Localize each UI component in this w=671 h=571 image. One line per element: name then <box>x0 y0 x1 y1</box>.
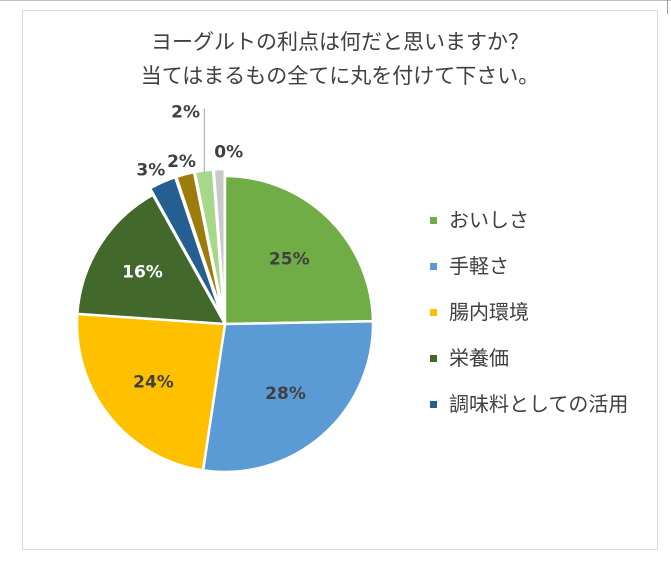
window-top-border <box>0 0 671 1</box>
legend-item-tegarusa: 手軽さ <box>430 251 650 281</box>
data-label-choumiryou: 3% <box>136 161 165 181</box>
legend-label: おいしさ <box>449 208 529 232</box>
pie-slice-slice-8[interactable] <box>212 167 226 318</box>
pie-slice-chounaikankyou[interactable] <box>75 312 227 472</box>
data-label-chounaikankyou: 24% <box>133 372 174 392</box>
legend-swatch <box>430 263 437 270</box>
legend-swatch <box>430 355 437 362</box>
legend-item-oishisa: おいしさ <box>430 205 650 235</box>
pie-slice-tegarusa[interactable] <box>201 319 375 474</box>
data-label-oishisa: 25% <box>269 250 310 270</box>
data-label-tegarusa: 28% <box>265 384 306 404</box>
legend-item-eiyouka: 栄養価 <box>430 343 650 373</box>
legend-label: 調味料としての活用 <box>449 392 629 416</box>
data-label-eiyouka: 16% <box>122 263 163 283</box>
data-label-slice-8: 0% <box>214 142 243 162</box>
legend-swatch <box>430 217 437 224</box>
data-label-slice-6: 2% <box>167 152 196 172</box>
legend-label: 手軽さ <box>449 254 509 278</box>
legend-label: 栄養価 <box>449 346 509 370</box>
pie-slice-oishisa[interactable] <box>223 174 375 326</box>
legend-label: 腸内環境 <box>449 300 529 324</box>
chart-title-line-2: 当てはまるもの全てに丸を付けて下さい。 <box>140 64 540 88</box>
leader-line <box>203 108 205 174</box>
legend-swatch <box>430 401 437 408</box>
data-label-slice-7: 2% <box>171 102 200 122</box>
chart-title-line-1: ヨーグルトの利点は何だと思いますか？ <box>151 30 529 54</box>
legend-swatch <box>430 309 437 316</box>
chart-legend: おいしさ 手軽さ 腸内環境 栄養価 調味料としての活用 <box>430 205 650 435</box>
window-corner-mark <box>667 0 668 14</box>
legend-item-choumiryou: 調味料としての活用 <box>430 389 639 419</box>
pie-slice-eiyouka[interactable] <box>76 193 228 326</box>
legend-item-chounaikankyou: 腸内環境 <box>430 297 650 327</box>
